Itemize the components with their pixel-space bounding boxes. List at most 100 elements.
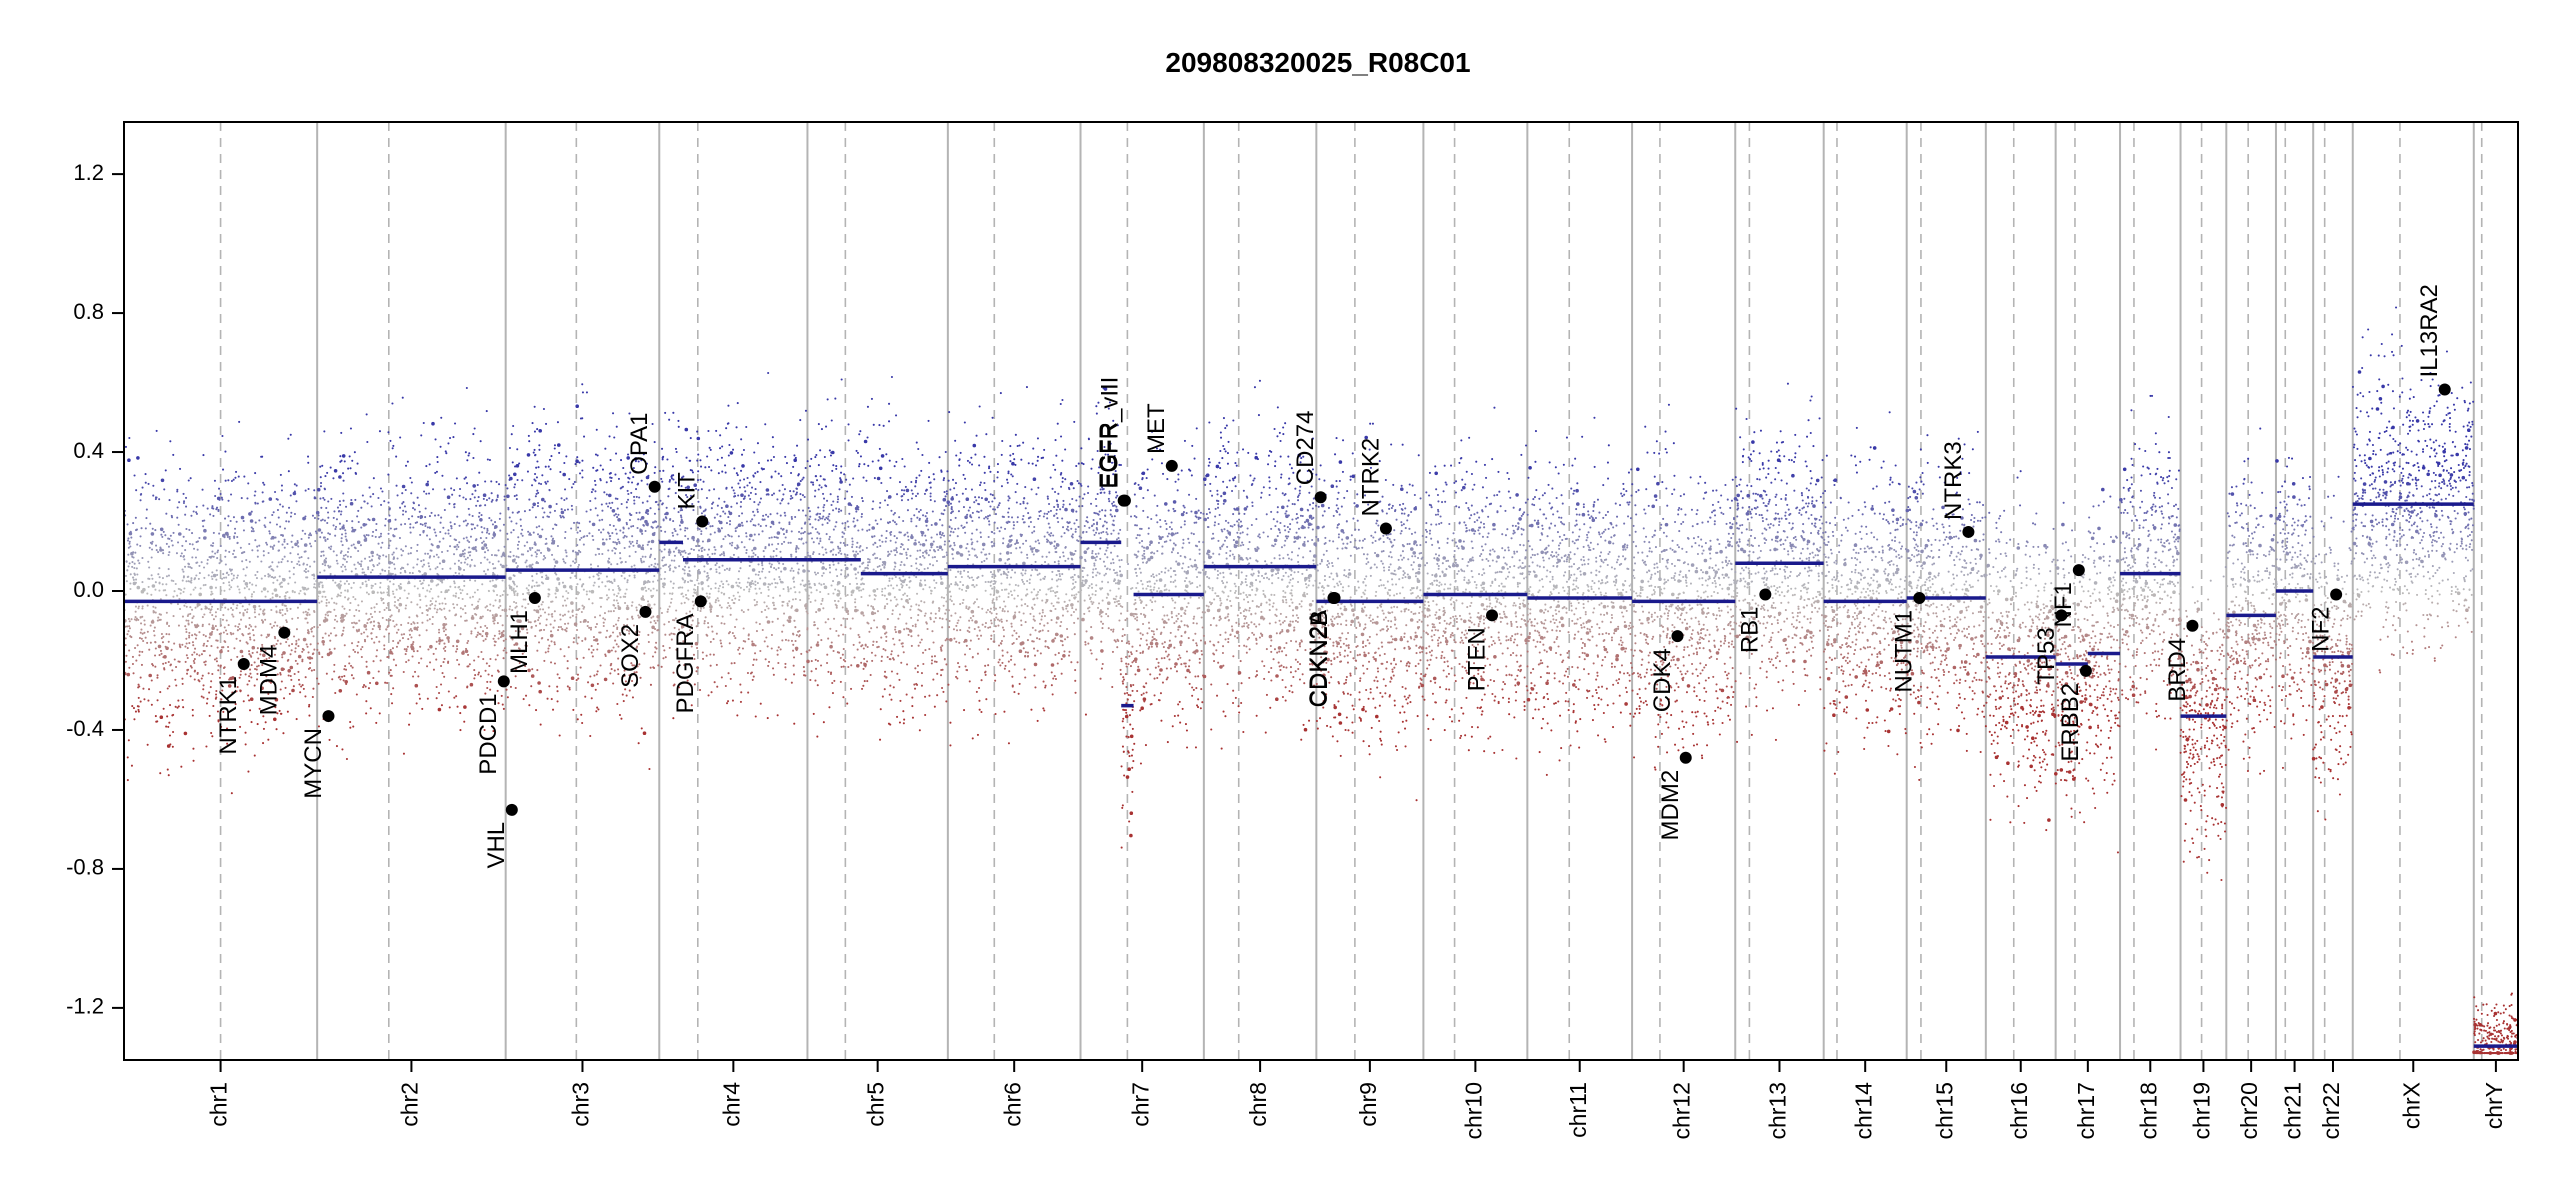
- probe-point-group: [139, 675, 2334, 681]
- probe-point-group: [476, 483, 2393, 488]
- gene-point: [1118, 494, 1131, 507]
- gene-point: [2079, 664, 2092, 677]
- probe-point-group: [126, 568, 2472, 573]
- probe-point-group: [157, 643, 2339, 649]
- probe-point-group: [250, 676, 2093, 679]
- y-axis: -1.2 -0.8 -0.4 0.0 0.4 0.8 1.2: [66, 160, 124, 1019]
- probe-point-group: [132, 549, 2456, 555]
- probe-point-group: [196, 560, 2409, 565]
- chromosome-label: chrX: [2398, 1082, 2424, 1129]
- probe-point-group: [142, 638, 2342, 643]
- probe-point-group: [216, 556, 2447, 561]
- chromosome-label: chr13: [1765, 1082, 1791, 1140]
- probe-point-group: [144, 472, 2430, 477]
- probe-point-group: [198, 563, 2434, 568]
- plot-frame: [123, 121, 2519, 1061]
- probe-point-group: [123, 508, 2456, 513]
- gene-point: [2072, 564, 2085, 577]
- chromosome-label: chr20: [2236, 1082, 2262, 1140]
- gene-point: [1913, 591, 1926, 604]
- probe-point-group: [165, 611, 2277, 616]
- gene-label: TP53: [2033, 627, 2060, 684]
- probe-point-group: [146, 641, 2286, 646]
- chromosome-label: chr12: [1669, 1082, 1695, 1140]
- probe-point-group: [163, 667, 2302, 671]
- probe-point-group: [186, 656, 2079, 660]
- gene-label: PDGFRA: [672, 613, 699, 713]
- probe-point-group: [124, 624, 2450, 629]
- probe-point-group: [196, 670, 2382, 675]
- gene-point: [2186, 619, 2199, 632]
- chart-title: 209808320025_R08C01: [1165, 47, 1470, 78]
- gene-point: [1671, 630, 1684, 643]
- probe-point-group: [176, 505, 2465, 510]
- gene-label: CDKN2B: [1306, 610, 1333, 707]
- gene-point: [648, 480, 661, 493]
- gene-point: [505, 803, 518, 816]
- probe-point-group: [134, 614, 2358, 619]
- gene-point: [1314, 491, 1327, 504]
- probe-point-group: [137, 695, 2303, 700]
- probe-point-group: [136, 600, 2434, 605]
- y-tick-label: 0.0: [73, 577, 104, 602]
- probe-point-group: [127, 535, 2441, 541]
- probe-point-group: [202, 503, 2475, 508]
- chromosome-label: chr9: [1355, 1082, 1381, 1127]
- probe-point-group: [139, 534, 2469, 539]
- gene-label: PTEN: [1463, 627, 1490, 691]
- probe-point-group: [135, 487, 2453, 492]
- gene-label: NUTM1: [1891, 610, 1918, 693]
- chromosome-label: chr7: [1127, 1082, 1153, 1127]
- probe-point-group: [172, 530, 2455, 535]
- chromosome-label: chr22: [2318, 1082, 2344, 1140]
- probe-point-group: [158, 612, 2431, 617]
- probe-point-group: [135, 566, 2415, 571]
- gene-label: PDCD1: [475, 693, 502, 774]
- y-tick-label: 1.2: [73, 160, 104, 185]
- probe-point-group: [151, 598, 2468, 602]
- gene-label: NTRK3: [1940, 441, 1967, 520]
- gene-label: NTRK2: [1357, 438, 1384, 517]
- probe-point-group: [235, 470, 2471, 474]
- probe-point-group: [466, 593, 2275, 596]
- y-tick-label: -1.2: [66, 994, 104, 1019]
- chromosome-label: chr21: [2280, 1082, 2306, 1140]
- y-tick-label: 0.8: [73, 299, 104, 324]
- probe-point-group: [140, 525, 2467, 530]
- gene-point: [237, 657, 250, 670]
- probe-point-group: [1648, 682, 1651, 685]
- probe-point-group: [284, 596, 2329, 600]
- gene-label: IL13RA2: [2416, 284, 2443, 377]
- probe-point-group: [123, 618, 2317, 624]
- probe-point-group: [264, 618, 2310, 621]
- gene-label: MET: [1143, 403, 1170, 454]
- probe-point-group: [263, 612, 2077, 615]
- probe-point-group: [153, 625, 2444, 630]
- probe-point-group: [321, 517, 2471, 522]
- probe-point-group: [128, 539, 2463, 545]
- probe-point-group: [298, 562, 2421, 567]
- gene-label: SOX2: [617, 624, 644, 688]
- gene-point: [2438, 383, 2451, 396]
- gene-label: OPA1: [626, 413, 653, 475]
- gene-label: NF1: [2050, 582, 2077, 627]
- probe-point-group: [168, 683, 2291, 688]
- probe-point-group: [129, 529, 2473, 534]
- gene-point: [1759, 588, 1772, 601]
- probe-point-group: [140, 589, 2457, 595]
- chromosome-label: chr6: [999, 1082, 1025, 1127]
- probe-point-group: [261, 491, 2411, 495]
- probe-point-group: [215, 689, 2303, 693]
- probe-point-group: [201, 518, 2429, 523]
- probe-point-group: [158, 589, 2453, 594]
- probe-point-group: [181, 567, 2474, 572]
- plot-frame-border: [123, 121, 2519, 1061]
- gene-label: NTRK1: [215, 676, 242, 755]
- probe-point-group: [148, 647, 2319, 652]
- probe-point-group: [150, 679, 2316, 683]
- probe-point-group: [195, 510, 2470, 515]
- probe-point-group: [126, 522, 2470, 527]
- probe-point-group: [182, 491, 2474, 496]
- chromosome-label: chr1: [206, 1082, 232, 1127]
